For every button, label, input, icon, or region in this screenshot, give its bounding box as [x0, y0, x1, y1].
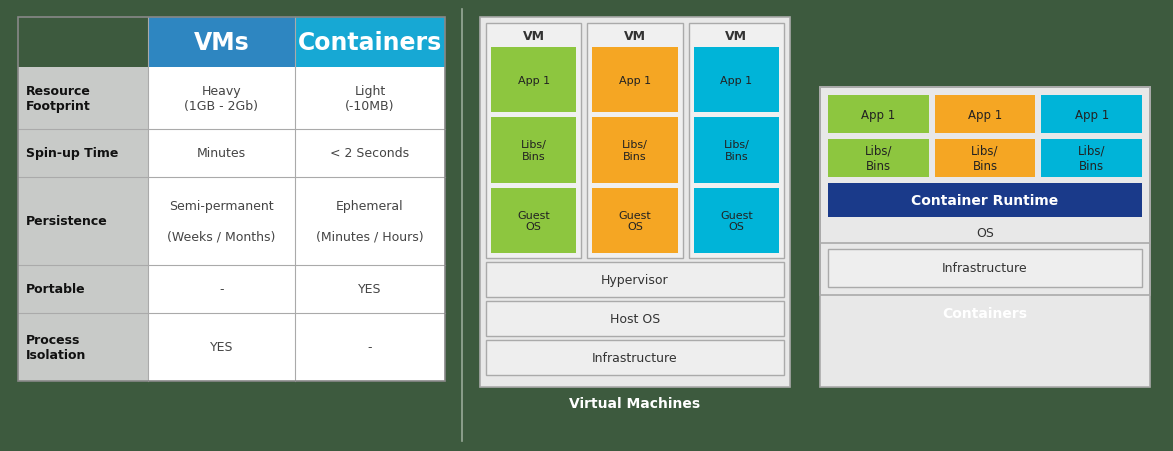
Text: App 1: App 1: [619, 75, 651, 86]
Bar: [588, 24, 683, 258]
Bar: [592, 188, 678, 253]
Text: Host OS: Host OS: [610, 312, 660, 325]
Bar: [18, 18, 445, 381]
Bar: [18, 130, 148, 178]
Bar: [693, 48, 779, 113]
Text: Resource
Footprint: Resource Footprint: [26, 85, 90, 113]
Bar: [1042, 96, 1143, 133]
Text: App 1: App 1: [720, 75, 752, 86]
Text: YES: YES: [210, 341, 233, 354]
Bar: [820, 88, 1150, 244]
Bar: [148, 313, 294, 381]
Text: Guest
OS: Guest OS: [618, 210, 651, 232]
Text: Light
(-10MB): Light (-10MB): [345, 85, 395, 113]
Text: Minutes: Minutes: [197, 147, 246, 160]
Text: -: -: [219, 283, 224, 296]
Text: Virtual Machines: Virtual Machines: [569, 396, 700, 410]
Bar: [491, 188, 576, 253]
Bar: [18, 265, 148, 313]
Bar: [148, 178, 294, 265]
Bar: [828, 249, 1143, 287]
Bar: [820, 88, 1150, 387]
Text: Libs/
Bins: Libs/ Bins: [622, 140, 647, 161]
Bar: [486, 340, 784, 375]
Bar: [480, 18, 789, 387]
Bar: [148, 265, 294, 313]
Text: YES: YES: [358, 283, 381, 296]
Text: Heavy
(1GB - 2Gb): Heavy (1GB - 2Gb): [184, 85, 258, 113]
Bar: [935, 140, 1036, 178]
Text: App 1: App 1: [861, 108, 895, 121]
Bar: [148, 130, 294, 178]
Bar: [491, 48, 576, 113]
Text: App 1: App 1: [968, 108, 1002, 121]
Bar: [486, 301, 784, 336]
Text: < 2 Seconds: < 2 Seconds: [331, 147, 409, 160]
Bar: [828, 140, 929, 178]
Bar: [18, 313, 148, 381]
Bar: [491, 118, 576, 183]
Bar: [294, 130, 445, 178]
Text: App 1: App 1: [517, 75, 550, 86]
Text: Spin-up Time: Spin-up Time: [26, 147, 118, 160]
Text: Ephemeral

(Minutes / Hours): Ephemeral (Minutes / Hours): [317, 200, 423, 243]
Bar: [693, 188, 779, 253]
Text: Container Runtime: Container Runtime: [911, 193, 1058, 207]
Text: Persistence: Persistence: [26, 215, 108, 228]
Text: VM: VM: [725, 29, 747, 42]
Bar: [1042, 140, 1143, 178]
Bar: [689, 24, 784, 258]
Text: Libs/
Bins: Libs/ Bins: [1078, 145, 1105, 173]
Bar: [592, 48, 678, 113]
Bar: [148, 68, 294, 130]
Bar: [294, 18, 445, 68]
Bar: [820, 88, 1150, 295]
Bar: [693, 118, 779, 183]
Bar: [486, 24, 582, 258]
Bar: [294, 313, 445, 381]
Text: Process
Isolation: Process Isolation: [26, 333, 87, 361]
Text: Hypervisor: Hypervisor: [602, 273, 669, 286]
Text: Libs/
Bins: Libs/ Bins: [521, 140, 547, 161]
Text: OS: OS: [976, 227, 994, 240]
Text: Guest
OS: Guest OS: [517, 210, 550, 232]
Bar: [294, 265, 445, 313]
Bar: [18, 178, 148, 265]
Bar: [294, 178, 445, 265]
Bar: [148, 18, 294, 68]
Text: Infrastructure: Infrastructure: [592, 351, 678, 364]
Text: Infrastructure: Infrastructure: [942, 262, 1028, 275]
Bar: [486, 262, 784, 297]
Text: -: -: [368, 341, 372, 354]
Bar: [828, 184, 1143, 217]
Text: VMs: VMs: [194, 31, 250, 55]
Bar: [935, 96, 1036, 133]
Text: Libs/
Bins: Libs/ Bins: [724, 140, 750, 161]
Text: Libs/
Bins: Libs/ Bins: [865, 145, 893, 173]
Text: Guest
OS: Guest OS: [720, 210, 753, 232]
Bar: [592, 118, 678, 183]
Text: Libs/
Bins: Libs/ Bins: [971, 145, 998, 173]
Text: Portable: Portable: [26, 283, 86, 296]
Text: VM: VM: [624, 29, 646, 42]
Bar: [294, 68, 445, 130]
Text: Semi-permanent

(Weeks / Months): Semi-permanent (Weeks / Months): [168, 200, 276, 243]
Text: App 1: App 1: [1074, 108, 1108, 121]
Text: VM: VM: [523, 29, 544, 42]
Text: Containers: Containers: [298, 31, 442, 55]
Bar: [18, 68, 148, 130]
Text: Containers: Containers: [942, 306, 1028, 320]
Bar: [828, 96, 929, 133]
